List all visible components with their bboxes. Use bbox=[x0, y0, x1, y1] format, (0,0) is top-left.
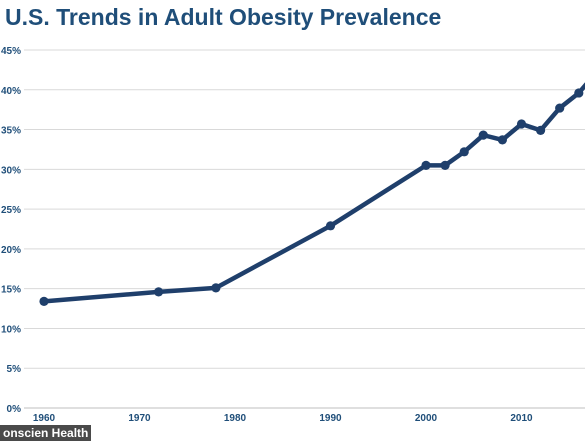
x-tick-label: 1970 bbox=[128, 413, 151, 424]
y-tick-label: 20% bbox=[1, 245, 21, 256]
series-line bbox=[41, 82, 585, 304]
data-point bbox=[555, 103, 565, 113]
data-point bbox=[574, 88, 584, 98]
data-point bbox=[421, 160, 431, 170]
data-point bbox=[497, 135, 507, 145]
data-point bbox=[39, 296, 49, 306]
y-tick-label: 0% bbox=[7, 404, 22, 415]
data-point bbox=[211, 283, 221, 293]
data-point bbox=[459, 147, 469, 157]
y-tick-label: 45% bbox=[1, 46, 21, 57]
x-tick-label: 2000 bbox=[415, 413, 438, 424]
y-tick-label: 25% bbox=[1, 205, 21, 216]
y-tick-label: 35% bbox=[1, 126, 21, 137]
data-point bbox=[536, 125, 546, 135]
data-point bbox=[440, 160, 450, 170]
y-tick-label: 5% bbox=[7, 364, 22, 375]
x-tick-label: 1960 bbox=[33, 413, 56, 424]
y-tick-label: 15% bbox=[1, 285, 21, 296]
chart-title: U.S. Trends in Adult Obesity Prevalence bbox=[5, 4, 442, 30]
data-point bbox=[325, 221, 336, 231]
watermark-label: onscien Health bbox=[0, 425, 92, 441]
y-tick-label: 10% bbox=[1, 324, 21, 335]
data-point bbox=[516, 119, 527, 129]
x-tick-label: 1980 bbox=[224, 413, 247, 424]
data-point bbox=[154, 287, 164, 297]
y-tick-label: 40% bbox=[1, 86, 21, 97]
x-tick-label: 1990 bbox=[319, 413, 342, 424]
data-point bbox=[478, 130, 488, 140]
x-tick-label: 2010 bbox=[510, 413, 533, 424]
y-tick-label: 30% bbox=[1, 165, 21, 176]
